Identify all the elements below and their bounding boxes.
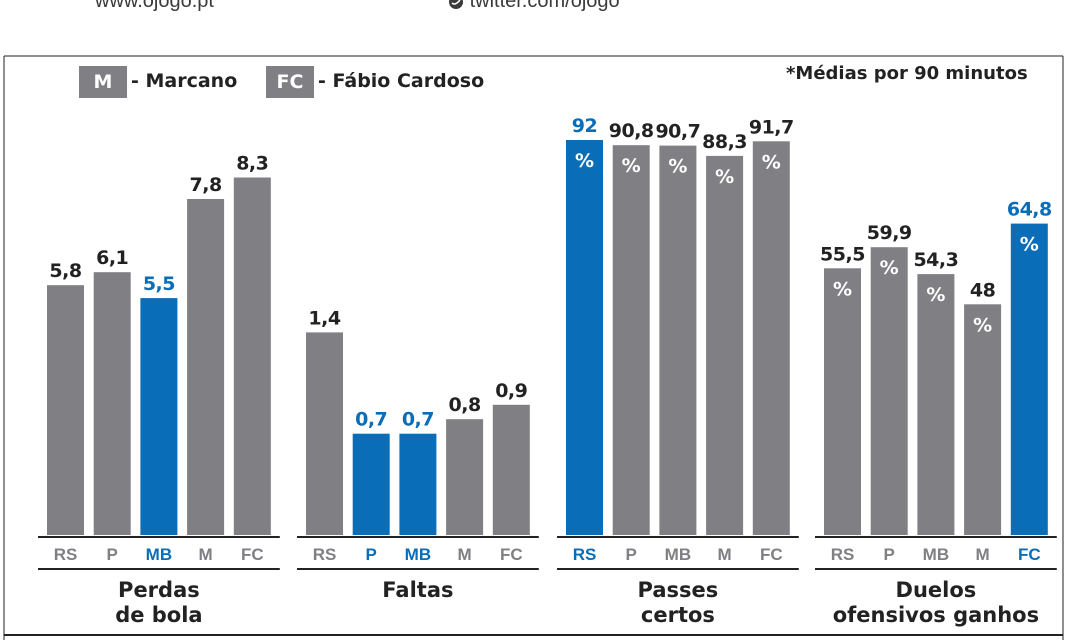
data-label: 0,8 — [449, 394, 481, 416]
data-label: 0,9 — [495, 380, 527, 402]
bar — [659, 145, 697, 535]
percent-label: % — [668, 156, 687, 178]
tick-label: RS — [54, 545, 78, 564]
legend-label-marcano: - Marcano — [131, 70, 238, 92]
data-label: 90,8 — [609, 120, 654, 142]
tick-label: FC — [1018, 545, 1041, 564]
percent-label: % — [880, 257, 899, 279]
tick-label: RS — [831, 545, 855, 564]
tick-label: P — [366, 545, 377, 564]
chart-title: ofensivos ganhos — [833, 603, 1039, 627]
data-label: 55,5 — [820, 243, 865, 265]
bar — [706, 155, 744, 535]
data-label: 0,7 — [402, 409, 434, 431]
data-label: 7,8 — [190, 174, 222, 196]
tick-label: M — [976, 545, 990, 564]
percent-label: % — [762, 151, 781, 173]
tick-label: M — [458, 545, 472, 564]
tick-label: P — [884, 545, 895, 564]
data-label: 64,8 — [1007, 199, 1052, 221]
tick-label: MB — [405, 545, 431, 564]
data-label: 92 — [572, 115, 597, 137]
chart-title: Perdas — [118, 578, 200, 602]
bar — [140, 298, 178, 535]
bar — [752, 141, 790, 536]
bar — [492, 404, 530, 535]
data-label: 91,7 — [749, 116, 794, 138]
chart-title: Faltas — [382, 578, 453, 602]
chart-title: Duelos — [896, 578, 977, 602]
bar — [824, 268, 861, 535]
bar — [399, 433, 437, 535]
chart-title: Passes — [638, 578, 719, 602]
percent-label: % — [715, 166, 734, 188]
chart-title: certos — [641, 603, 715, 627]
data-label: 90,7 — [655, 121, 700, 143]
bar — [187, 199, 225, 535]
data-label: 5,5 — [143, 273, 175, 295]
percent-label: % — [926, 284, 945, 306]
bar — [47, 285, 84, 535]
tick-label: MB — [146, 545, 172, 564]
tick-label: M — [199, 545, 213, 564]
percent-label: % — [973, 314, 992, 336]
percent-label: % — [833, 278, 852, 300]
tick-label: M — [718, 545, 732, 564]
bar — [306, 332, 343, 535]
data-label: 88,3 — [702, 131, 747, 153]
data-label: 6,1 — [96, 247, 128, 269]
bar — [446, 419, 484, 535]
legend-label-fabio-cardoso: - Fábio Cardoso — [318, 70, 485, 92]
legend-code-fc: FC — [266, 66, 314, 98]
twitter-icon — [449, 0, 463, 9]
data-label: 0,7 — [355, 409, 387, 431]
percent-label: % — [575, 150, 594, 172]
tick-label: P — [107, 545, 118, 564]
tick-label: RS — [313, 545, 337, 564]
bar — [233, 177, 271, 535]
tick-label: FC — [241, 545, 264, 564]
bar — [917, 274, 955, 535]
data-label: 48 — [970, 279, 996, 301]
website-text: www.ojogo.pt — [95, 0, 214, 12]
bar — [93, 272, 131, 535]
tick-label: P — [626, 545, 637, 564]
tick-label: FC — [760, 545, 783, 564]
bar — [1010, 223, 1048, 535]
data-label: 59,9 — [867, 222, 912, 244]
averages-note: *Médias por 90 minutos — [786, 63, 1028, 84]
bar — [964, 304, 1002, 535]
data-label: 8,3 — [236, 153, 268, 175]
chart-title: de bola — [115, 603, 202, 627]
bar — [612, 145, 650, 535]
bar — [566, 140, 603, 535]
tick-label: MB — [665, 545, 691, 564]
legend-code-m: M — [79, 66, 127, 98]
tick-label: MB — [923, 545, 949, 564]
data-label: 1,4 — [308, 307, 340, 329]
bar — [352, 433, 390, 535]
data-label: 5,8 — [49, 260, 81, 282]
percent-label: % — [1020, 234, 1039, 256]
tick-label: RS — [573, 545, 597, 564]
tick-label: FC — [500, 545, 523, 564]
twitter-text: twitter.com/ojogo — [469, 0, 620, 12]
data-label: 54,3 — [913, 249, 958, 271]
percent-label: % — [622, 155, 641, 177]
twitter-handle: twitter.com/ojogo — [448, 0, 620, 13]
bar — [870, 247, 908, 535]
